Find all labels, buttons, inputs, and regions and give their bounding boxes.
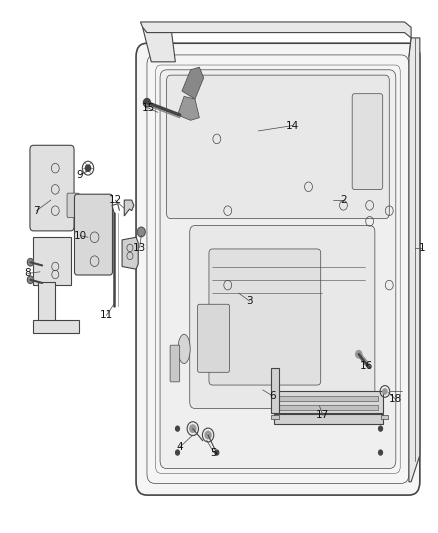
Text: 11: 11 bbox=[100, 310, 113, 320]
Circle shape bbox=[85, 165, 91, 171]
FancyBboxPatch shape bbox=[38, 282, 55, 330]
Circle shape bbox=[205, 431, 211, 439]
Polygon shape bbox=[143, 27, 175, 62]
FancyBboxPatch shape bbox=[209, 249, 321, 385]
FancyBboxPatch shape bbox=[30, 146, 74, 231]
Polygon shape bbox=[182, 67, 204, 99]
Circle shape bbox=[175, 449, 180, 456]
FancyBboxPatch shape bbox=[166, 75, 389, 219]
Text: 8: 8 bbox=[25, 269, 31, 278]
Text: 3: 3 bbox=[246, 296, 253, 306]
Circle shape bbox=[383, 389, 387, 394]
Text: 12: 12 bbox=[109, 195, 122, 205]
Text: 2: 2 bbox=[340, 195, 347, 205]
FancyBboxPatch shape bbox=[136, 43, 420, 495]
FancyBboxPatch shape bbox=[33, 237, 71, 285]
FancyBboxPatch shape bbox=[160, 70, 396, 469]
Text: 16: 16 bbox=[360, 361, 373, 372]
FancyBboxPatch shape bbox=[198, 304, 230, 372]
Circle shape bbox=[175, 425, 180, 432]
Polygon shape bbox=[124, 200, 134, 216]
Text: 10: 10 bbox=[74, 231, 87, 241]
Text: 13: 13 bbox=[133, 243, 146, 253]
Text: 9: 9 bbox=[77, 170, 84, 180]
Text: 7: 7 bbox=[33, 206, 40, 216]
Text: 18: 18 bbox=[389, 394, 403, 405]
FancyBboxPatch shape bbox=[170, 345, 180, 382]
Polygon shape bbox=[141, 22, 411, 38]
Circle shape bbox=[378, 449, 383, 456]
FancyBboxPatch shape bbox=[381, 415, 389, 419]
FancyBboxPatch shape bbox=[272, 415, 279, 419]
Text: 15: 15 bbox=[141, 103, 155, 113]
FancyBboxPatch shape bbox=[274, 391, 383, 413]
FancyBboxPatch shape bbox=[190, 225, 375, 408]
Circle shape bbox=[190, 425, 196, 432]
Circle shape bbox=[27, 276, 33, 284]
Text: 17: 17 bbox=[316, 410, 329, 421]
FancyBboxPatch shape bbox=[67, 193, 79, 217]
Circle shape bbox=[144, 99, 150, 107]
FancyBboxPatch shape bbox=[274, 414, 383, 424]
Text: 1: 1 bbox=[419, 243, 425, 253]
Circle shape bbox=[214, 449, 219, 456]
Circle shape bbox=[356, 351, 362, 358]
Text: 4: 4 bbox=[177, 442, 183, 452]
FancyBboxPatch shape bbox=[278, 395, 378, 401]
Text: 5: 5 bbox=[210, 448, 217, 457]
Text: 6: 6 bbox=[269, 391, 276, 401]
Circle shape bbox=[378, 425, 383, 432]
Polygon shape bbox=[122, 237, 138, 269]
Circle shape bbox=[27, 259, 33, 266]
Polygon shape bbox=[177, 96, 199, 120]
FancyBboxPatch shape bbox=[272, 368, 279, 413]
FancyBboxPatch shape bbox=[278, 405, 378, 410]
Text: 14: 14 bbox=[286, 120, 299, 131]
Ellipse shape bbox=[178, 334, 190, 364]
FancyBboxPatch shape bbox=[33, 320, 79, 333]
FancyBboxPatch shape bbox=[74, 194, 113, 275]
Circle shape bbox=[138, 227, 145, 237]
Polygon shape bbox=[409, 38, 420, 482]
FancyBboxPatch shape bbox=[352, 94, 383, 189]
